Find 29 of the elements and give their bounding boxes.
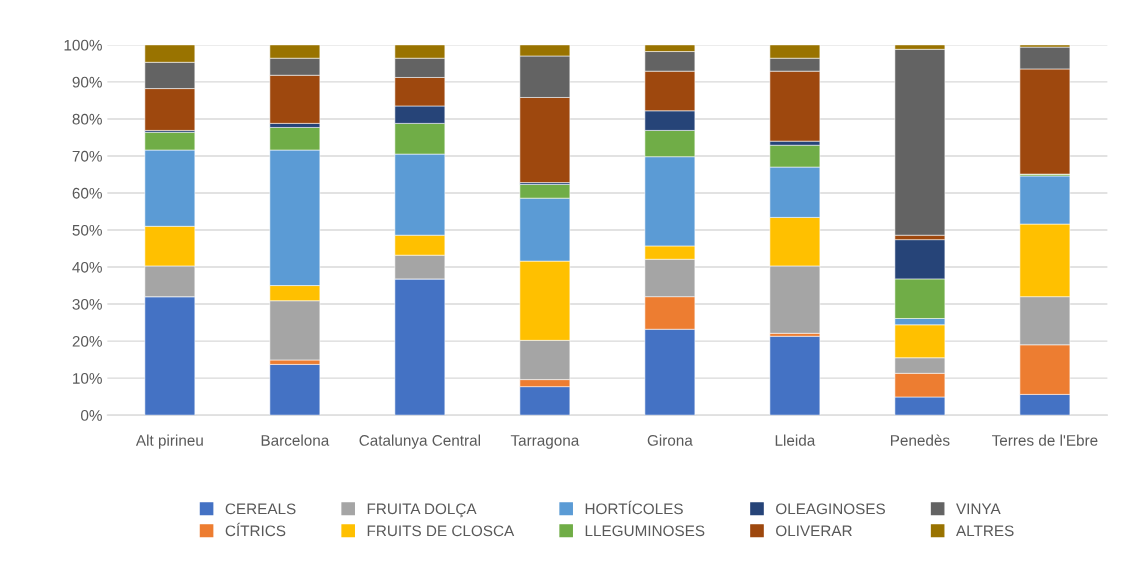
y-tick-label: 20% [72,335,102,347]
legend-label: CEREALS [225,503,296,515]
y-tick-label: 100% [64,39,102,51]
legend-label: ALTRES [956,525,1014,537]
y-tick-label: 50% [72,224,102,236]
legend-label: HORTÍCOLES [585,500,683,515]
legend-label: OLIVERAR [776,525,852,537]
legend-label: VINYA [956,503,1001,515]
y-tick-label: 80% [72,113,102,125]
x-tick-label: Tarragona [510,435,580,449]
legend-label: OLEAGINOSES [776,503,885,515]
y-tick-label: 90% [72,76,102,88]
y-tick-label: 10% [73,372,102,384]
x-tick-label: Girona [647,434,693,446]
x-tick-label: Alt pirineu [135,434,203,449]
x-tick-label: Penedès [890,434,950,446]
y-tick-label: 70% [72,150,102,162]
x-tick-label: Terres de l'Ebre [991,434,1098,446]
y-tick-label: 40% [72,261,102,273]
y-tick-label: 30% [72,298,102,310]
legend-label: FRUITS DE CLOSCA [367,525,515,537]
x-tick-label: Lleida [775,434,816,446]
y-tick-label: 0% [81,410,102,421]
legend-label: CÍTRICS [225,522,286,537]
x-tick-label: Barcelona [261,434,330,446]
legend-label: LLEGUMINOSES [585,525,705,537]
legend-label: FRUITA DOLÇA [367,503,477,518]
x-tick-label: Catalunya Central [359,434,480,449]
y-tick-label: 60% [72,187,102,199]
